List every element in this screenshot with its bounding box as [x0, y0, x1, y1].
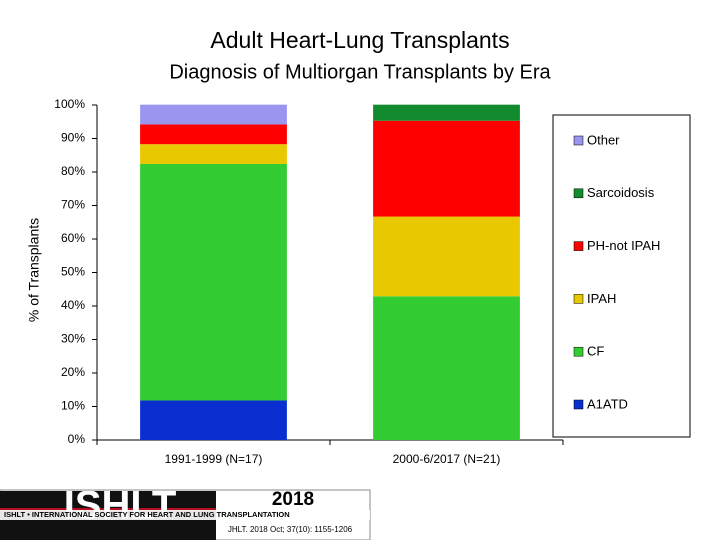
- logo-text: ISHLT: [64, 484, 177, 528]
- legend-swatch: [573, 294, 584, 304]
- legend-swatch: [573, 399, 584, 410]
- bar-segment: [373, 296, 520, 440]
- y-tick-label: 20%: [61, 365, 85, 379]
- x-tick-label: 2000-6/2017 (N=21): [393, 452, 501, 466]
- legend-label: IPAH: [587, 291, 616, 306]
- legend-label: Sarcoidosis: [587, 185, 655, 200]
- y-tick-label: 30%: [61, 332, 85, 346]
- legend-swatch: [573, 135, 584, 146]
- y-tick-label: 100%: [54, 97, 85, 111]
- y-tick-label: 70%: [61, 198, 85, 212]
- legend-label: PH-not IPAH: [587, 238, 660, 253]
- chart-title: Adult Heart-Lung Transplants: [210, 27, 509, 53]
- y-axis-label: % of Transplants: [26, 218, 42, 322]
- society-band: [0, 510, 370, 520]
- legend-label: A1ATD: [587, 396, 628, 411]
- bar-segment: [373, 216, 520, 297]
- y-tick-label: 50%: [61, 265, 85, 279]
- y-tick-label: 60%: [61, 231, 85, 245]
- bar-segment: [140, 124, 287, 145]
- bar-segment: [373, 104, 520, 121]
- legend-swatch: [573, 241, 584, 251]
- legend-swatch: [573, 188, 584, 199]
- footer-year: 2018: [272, 489, 314, 510]
- footer: ISHLT ISHLT • INTERNATIONAL SOCIETY FOR …: [0, 484, 371, 540]
- chart-subtitle: Diagnosis of Multiorgan Transplants by E…: [169, 61, 551, 83]
- bar-segment: [140, 104, 287, 125]
- bar-segment: [373, 120, 520, 217]
- bar-segment: [140, 163, 287, 401]
- x-tick-label: 1991-1999 (N=17): [165, 452, 263, 466]
- logo-stripe: [0, 508, 216, 511]
- y-tick-label: 80%: [61, 164, 85, 178]
- legend-label: Other: [587, 132, 620, 147]
- y-tick-label: 40%: [61, 298, 85, 312]
- legend-swatch: [573, 346, 584, 357]
- legend-box: [552, 114, 691, 438]
- y-tick-label: 10%: [61, 399, 85, 413]
- y-tick-label: 90%: [61, 131, 85, 145]
- legend-label: CF: [587, 344, 604, 359]
- society-text: ISHLT • INTERNATIONAL SOCIETY FOR HEART …: [4, 510, 290, 519]
- footer-citation: JHLT. 2018 Oct; 37(10): 1155-1206: [228, 525, 353, 534]
- bar-segment: [140, 400, 287, 440]
- y-tick-label: 0%: [68, 432, 86, 446]
- bar-segment: [140, 144, 287, 164]
